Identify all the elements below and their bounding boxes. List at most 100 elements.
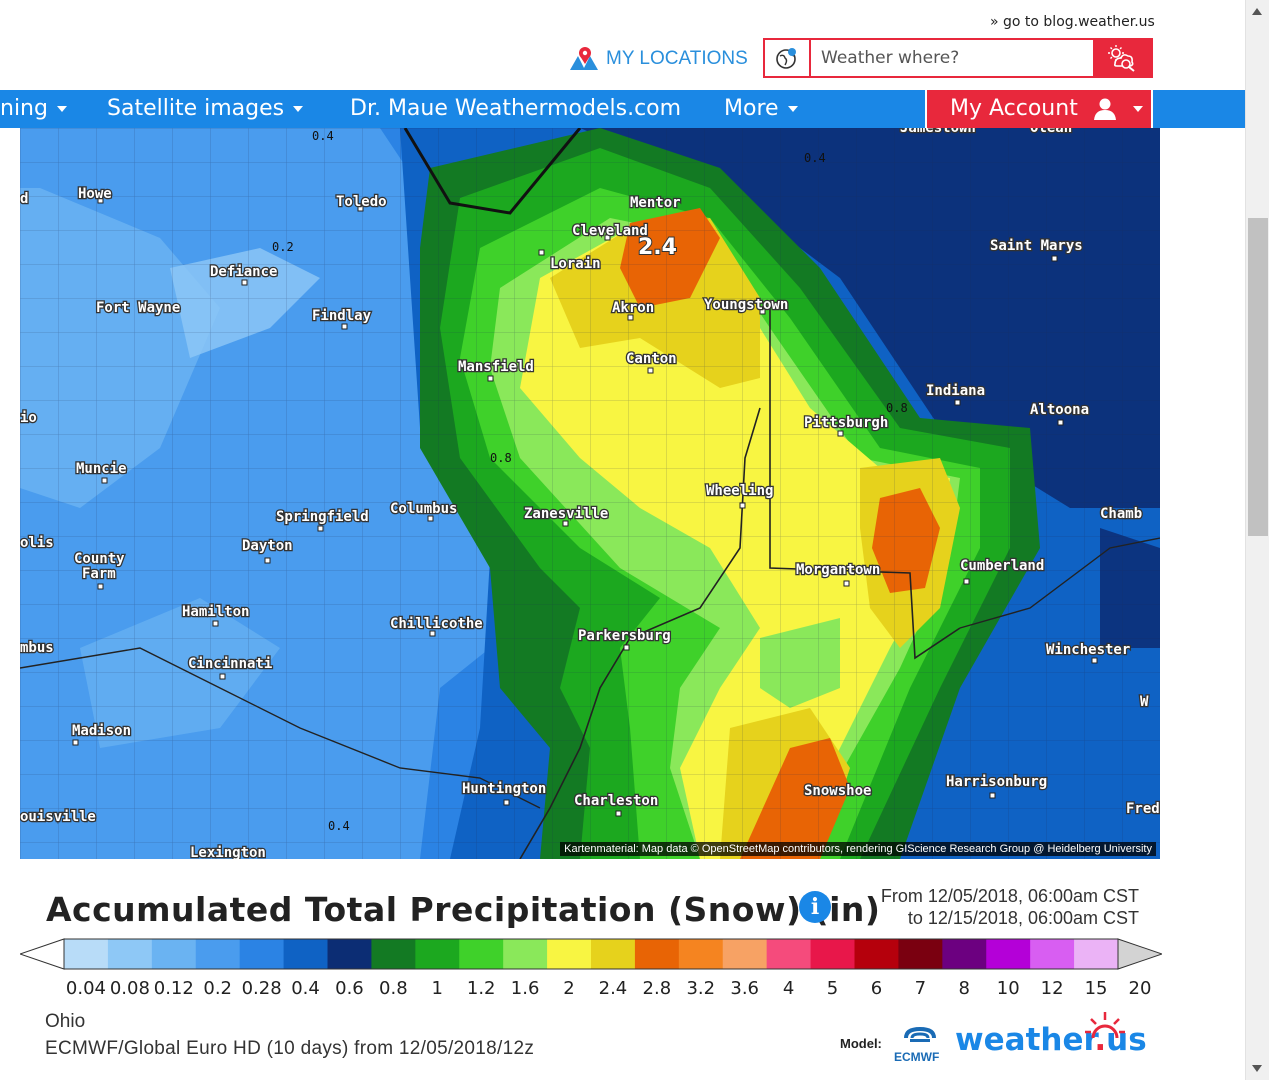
scale-label: 20: [1128, 978, 1152, 999]
page-scrollbar[interactable]: [1245, 0, 1269, 1080]
date-to: to 12/15/2018, 06:00am CST: [907, 908, 1139, 928]
svg-text:Howe: Howe: [78, 186, 112, 202]
svg-text:Winchester: Winchester: [1046, 642, 1130, 658]
scrollbar-thumb[interactable]: [1248, 218, 1268, 536]
svg-text:Hamilton: Hamilton: [182, 604, 249, 620]
svg-text:Cincinnati: Cincinnati: [188, 656, 272, 672]
scale-label: 8: [958, 978, 971, 999]
scale-swatch: [239, 939, 285, 969]
svg-text:0.4: 0.4: [312, 129, 334, 143]
svg-text:Cleveland: Cleveland: [572, 223, 648, 239]
scale-swatch: [942, 939, 987, 969]
chevron-down-icon: [56, 106, 67, 112]
scale-label: 0.4: [291, 978, 320, 999]
scale-swatch: [898, 939, 943, 969]
svg-text:ouisville: ouisville: [20, 809, 96, 825]
scale-swatch: [591, 939, 636, 969]
nav-item-satellite[interactable]: Satellite images: [107, 90, 304, 128]
scale-label: 7: [914, 978, 927, 999]
scale-label: 0.08: [109, 978, 150, 999]
scale-label: 0.8: [379, 978, 408, 999]
svg-text:io: io: [20, 410, 37, 426]
scale-label: 6: [870, 978, 883, 999]
scale-swatch: [415, 939, 460, 969]
svg-text:0.8: 0.8: [886, 401, 908, 415]
scale-swatch: [854, 939, 899, 969]
scale-swatch: [459, 939, 504, 969]
svg-text:Jamestown: Jamestown: [900, 128, 976, 136]
svg-text:olis: olis: [20, 535, 54, 551]
user-icon: [1093, 98, 1116, 120]
scale-swatch: [503, 939, 548, 969]
map-credit: Kartenmaterial: Map data © OpenStreetMap…: [560, 842, 1156, 856]
svg-text:Mansfield: Mansfield: [458, 359, 534, 375]
nav-item-weathermodels[interactable]: Dr. Maue Weathermodels.com: [350, 96, 682, 121]
globe-location-icon[interactable]: [765, 40, 811, 76]
svg-text:Madison: Madison: [72, 723, 131, 739]
ecmwf-logo: ECMWF: [894, 1026, 939, 1064]
blog-link[interactable]: » go to blog.weather.us: [990, 14, 1155, 30]
scale-arrow-right: [1117, 938, 1162, 970]
svg-text:Snowshoe: Snowshoe: [804, 783, 871, 799]
color-scale-bar: [20, 938, 1162, 970]
weather-search-icon: [1108, 45, 1135, 72]
svg-text:County: County: [74, 551, 125, 567]
svg-text:Saint Marys: Saint Marys: [990, 238, 1083, 254]
scale-label: 2: [563, 978, 575, 999]
region-label: Ohio: [45, 1011, 86, 1032]
chevron-down-icon: [1132, 106, 1143, 112]
svg-text:Zanesville: Zanesville: [524, 506, 608, 522]
svg-text:0.2: 0.2: [272, 240, 294, 254]
scale-label: 2.4: [598, 978, 628, 999]
scale-swatch: [1074, 939, 1119, 969]
svg-text:Youngstown: Youngstown: [704, 297, 788, 313]
search-weather-button[interactable]: [1093, 40, 1151, 76]
my-locations-link[interactable]: MY LOCATIONS: [568, 46, 748, 72]
precipitation-map-image: Howe Toledo Defiance Fort Wayne Findlay …: [20, 128, 1160, 859]
scale-label: 5: [826, 978, 839, 999]
svg-text:Toledo: Toledo: [336, 194, 387, 210]
scale-swatch: [64, 939, 109, 969]
info-icon[interactable]: i: [799, 891, 831, 923]
nav-item-more[interactable]: More: [724, 90, 798, 128]
main-nav: ning Satellite images Dr. Maue Weathermo…: [0, 90, 1245, 128]
svg-text:Pittsburgh: Pittsburgh: [804, 415, 888, 431]
svg-text:Lorain: Lorain: [550, 256, 601, 272]
search-input[interactable]: [811, 40, 1093, 76]
svg-text:Akron: Akron: [612, 300, 654, 316]
scroll-down-icon[interactable]: [1252, 1065, 1262, 1072]
scale-swatch: [722, 939, 768, 969]
scale-swatch: [107, 939, 153, 969]
scale-label: 2.8: [642, 978, 672, 999]
svg-text:Mentor: Mentor: [630, 195, 681, 211]
svg-text:Canton: Canton: [626, 351, 677, 367]
scale-swatch: [810, 939, 855, 969]
scale-label: 3.6: [730, 978, 760, 999]
scale-swatch: [1030, 939, 1075, 969]
scale-swatch: [151, 939, 197, 969]
svg-text:ECMWF: ECMWF: [894, 1050, 939, 1064]
scale-swatch: [371, 939, 416, 969]
scale-label: 3.2: [686, 978, 716, 999]
chevron-down-icon: [293, 106, 304, 112]
svg-text:Wheeling: Wheeling: [706, 483, 773, 499]
svg-text:0.4: 0.4: [804, 151, 826, 165]
scale-label: 0.2: [203, 978, 233, 999]
model-label: Model:: [840, 1036, 882, 1051]
svg-text:2.4: 2.4: [638, 235, 677, 260]
nav-item-warning[interactable]: ning: [0, 90, 67, 128]
weather-us-logo: weather.us: [955, 1012, 1147, 1058]
scale-arrow-left: [20, 938, 65, 970]
svg-text:Cumberland: Cumberland: [960, 558, 1044, 574]
svg-text:W: W: [1140, 694, 1149, 710]
scroll-up-icon[interactable]: [1252, 8, 1262, 15]
svg-text:Defiance: Defiance: [210, 264, 277, 280]
svg-text:d: d: [20, 191, 28, 207]
my-account-button[interactable]: My Account: [925, 90, 1153, 128]
precipitation-map[interactable]: Howe Toledo Defiance Fort Wayne Findlay …: [20, 128, 1160, 859]
svg-text:Springfield: Springfield: [276, 509, 369, 525]
svg-text:Harrisonburg: Harrisonburg: [946, 774, 1047, 790]
scale-label: 10: [996, 978, 1020, 999]
scale-label: 0.12: [153, 978, 194, 999]
scale-label: 1: [431, 978, 444, 999]
